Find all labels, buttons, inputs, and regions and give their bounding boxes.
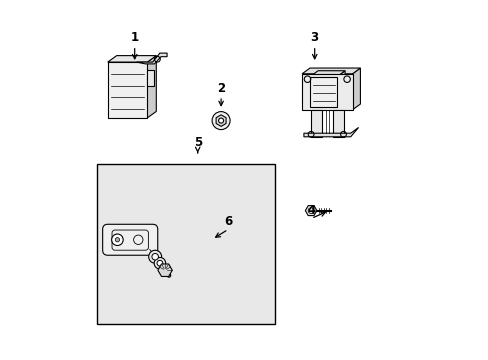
Polygon shape	[107, 55, 156, 62]
Polygon shape	[352, 68, 360, 110]
Circle shape	[218, 118, 223, 123]
Text: 1: 1	[130, 31, 139, 44]
Polygon shape	[303, 127, 358, 137]
Circle shape	[111, 234, 123, 246]
Polygon shape	[309, 71, 345, 77]
Circle shape	[212, 112, 230, 130]
Polygon shape	[305, 206, 316, 216]
Polygon shape	[147, 55, 156, 118]
Polygon shape	[309, 77, 337, 107]
Circle shape	[157, 260, 163, 266]
Circle shape	[152, 253, 158, 260]
Text: 4: 4	[306, 204, 315, 217]
Polygon shape	[337, 71, 345, 107]
Polygon shape	[158, 264, 172, 276]
Circle shape	[148, 250, 162, 263]
Polygon shape	[332, 110, 343, 137]
FancyBboxPatch shape	[102, 224, 158, 255]
Polygon shape	[310, 110, 321, 137]
Circle shape	[115, 238, 120, 242]
Polygon shape	[136, 53, 167, 64]
Polygon shape	[147, 70, 153, 86]
Polygon shape	[107, 62, 147, 118]
Text: 6: 6	[224, 215, 232, 228]
Text: 3: 3	[310, 31, 318, 44]
Circle shape	[154, 257, 165, 269]
Text: 5: 5	[193, 136, 202, 149]
Polygon shape	[216, 115, 225, 126]
Text: 2: 2	[217, 82, 224, 95]
Polygon shape	[302, 74, 352, 110]
Bar	[97, 164, 275, 324]
Polygon shape	[302, 68, 360, 74]
